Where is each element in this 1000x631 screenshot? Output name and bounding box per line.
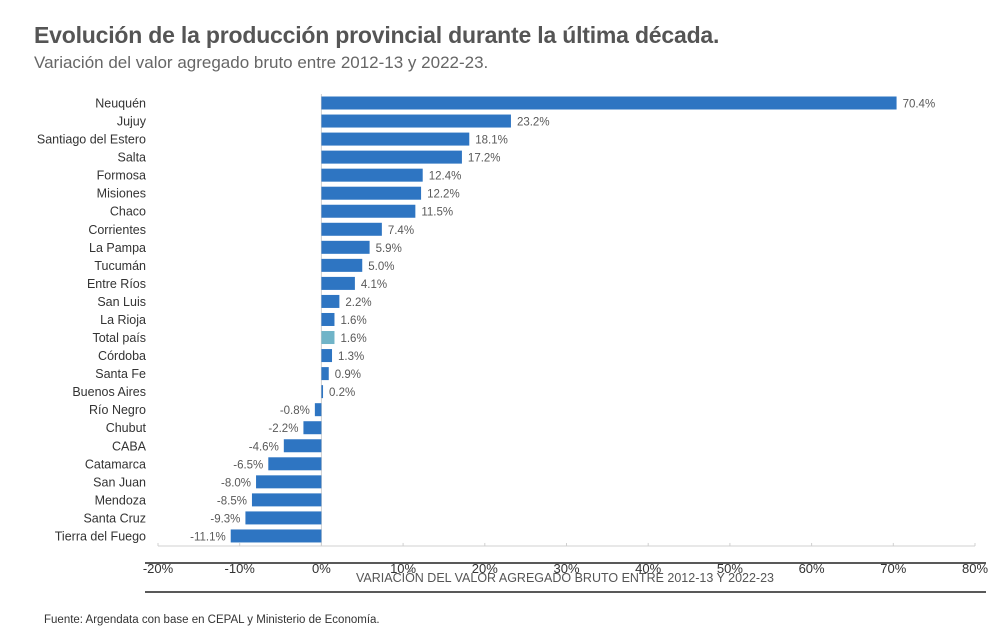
- chart-title: Evolución de la producción provincial du…: [34, 22, 720, 48]
- data-label: 11.5%: [421, 207, 453, 219]
- bar: [321, 96, 897, 110]
- bar: [321, 186, 422, 200]
- category-label: Chaco: [110, 205, 146, 219]
- bar: [321, 168, 423, 182]
- category-label: La Rioja: [100, 313, 146, 327]
- chart-subtitle: Variación del valor agregado bruto entre…: [34, 53, 489, 72]
- category-label: Neuquén: [95, 97, 146, 111]
- bar: [321, 312, 335, 326]
- bar: [321, 222, 382, 236]
- x-tick-label: 20%: [472, 561, 498, 576]
- x-tick-label: 10%: [390, 561, 416, 576]
- category-label: Salta: [118, 151, 147, 165]
- category-label: Formosa: [97, 169, 146, 183]
- source-note: Fuente: Argendata con base en CEPAL y Mi…: [44, 614, 380, 626]
- category-label: Entre Ríos: [87, 277, 146, 291]
- data-label: 12.2%: [427, 189, 460, 201]
- bar: [321, 114, 511, 128]
- bar: [251, 493, 322, 507]
- x-tick-label: 40%: [635, 561, 661, 576]
- data-label: 0.9%: [335, 369, 361, 381]
- x-tick-label: 60%: [799, 561, 825, 576]
- data-label: 7.4%: [388, 225, 414, 237]
- data-label: -4.6%: [249, 441, 279, 453]
- x-tick-label: 30%: [553, 561, 579, 576]
- data-label: 5.0%: [368, 261, 394, 273]
- category-label: La Pampa: [89, 241, 146, 255]
- category-label: Mendoza: [95, 493, 146, 507]
- data-label: 17.2%: [468, 153, 501, 165]
- bar: [256, 475, 322, 489]
- category-label: Santiago del Estero: [37, 133, 146, 147]
- data-label: 2.2%: [345, 297, 371, 309]
- bar: [321, 258, 363, 272]
- data-label: -8.5%: [217, 495, 247, 507]
- category-label: Corrientes: [88, 223, 146, 237]
- category-label: Río Negro: [89, 403, 146, 417]
- category-label: Santa Fe: [95, 367, 146, 381]
- bar: [303, 421, 322, 435]
- data-label: 1.6%: [340, 315, 366, 327]
- data-label: 4.1%: [361, 279, 387, 291]
- category-label: Misiones: [97, 187, 146, 201]
- data-label: 70.4%: [903, 99, 936, 111]
- bar: [321, 132, 470, 146]
- bar: [283, 439, 322, 453]
- data-label: 1.3%: [338, 351, 364, 363]
- category-label: Santa Cruz: [83, 511, 146, 525]
- bar: [321, 150, 462, 164]
- category-label: Córdoba: [98, 349, 146, 363]
- category-label: Tucumán: [94, 259, 146, 273]
- data-label: -2.2%: [268, 423, 298, 435]
- data-label: 12.4%: [429, 171, 462, 183]
- category-label: Total país: [92, 331, 146, 345]
- x-tick-label: 0%: [312, 561, 331, 576]
- bar: [230, 529, 322, 543]
- bar: [321, 349, 333, 363]
- data-label: 5.9%: [376, 243, 402, 255]
- data-label: 23.2%: [517, 117, 550, 129]
- bar: [321, 204, 416, 218]
- category-label: Catamarca: [85, 457, 146, 471]
- bar: [245, 511, 322, 525]
- category-label: Jujuy: [117, 115, 147, 129]
- bar: [321, 240, 370, 254]
- data-label: -0.8%: [280, 405, 310, 417]
- category-label: Tierra del Fuego: [55, 529, 146, 543]
- category-label: Buenos Aires: [72, 385, 146, 399]
- category-label: San Juan: [93, 475, 146, 489]
- bar: [268, 457, 322, 471]
- bar: [321, 294, 340, 308]
- data-label: 1.6%: [340, 333, 366, 345]
- x-tick-label: 70%: [880, 561, 906, 576]
- data-label: -9.3%: [210, 513, 240, 525]
- category-label: Chubut: [106, 421, 147, 435]
- bar: [321, 385, 324, 399]
- data-label: -8.0%: [221, 477, 251, 489]
- x-tick-label: -10%: [225, 561, 256, 576]
- data-label: 0.2%: [329, 387, 355, 399]
- bar: [314, 403, 322, 417]
- x-tick-label: -20%: [143, 561, 174, 576]
- bar: [321, 331, 335, 345]
- data-label: 18.1%: [475, 135, 508, 147]
- data-label: -11.1%: [190, 531, 226, 543]
- bar: [321, 276, 355, 290]
- category-label: CABA: [112, 439, 147, 453]
- x-tick-label: 50%: [717, 561, 743, 576]
- category-label: San Luis: [97, 295, 146, 309]
- bar: [321, 367, 329, 381]
- x-axis-title: VARIACIÓN DEL VALOR AGREGADO BRUTO ENTRE…: [356, 570, 774, 585]
- x-tick-label: 80%: [962, 561, 988, 576]
- data-label: -6.5%: [233, 459, 263, 471]
